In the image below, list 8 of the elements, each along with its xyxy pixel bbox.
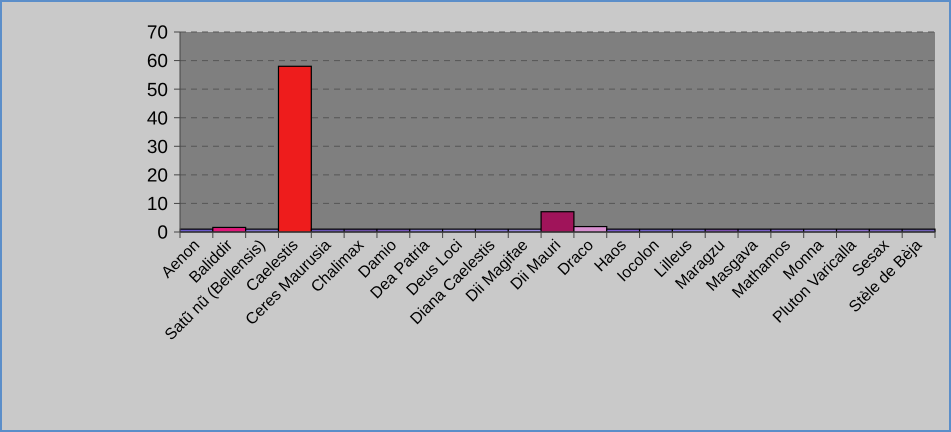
- y-tick-label: 40: [146, 108, 168, 130]
- y-tick-label: 20: [146, 166, 168, 187]
- y-tick-label: 60: [146, 51, 168, 72]
- y-tick-label: 0: [157, 222, 168, 244]
- y-tick-label: 10: [146, 194, 168, 216]
- y-tick-label: 50: [146, 80, 168, 101]
- y-tick-label: 30: [146, 136, 168, 158]
- y-tick-label: 70: [146, 22, 168, 44]
